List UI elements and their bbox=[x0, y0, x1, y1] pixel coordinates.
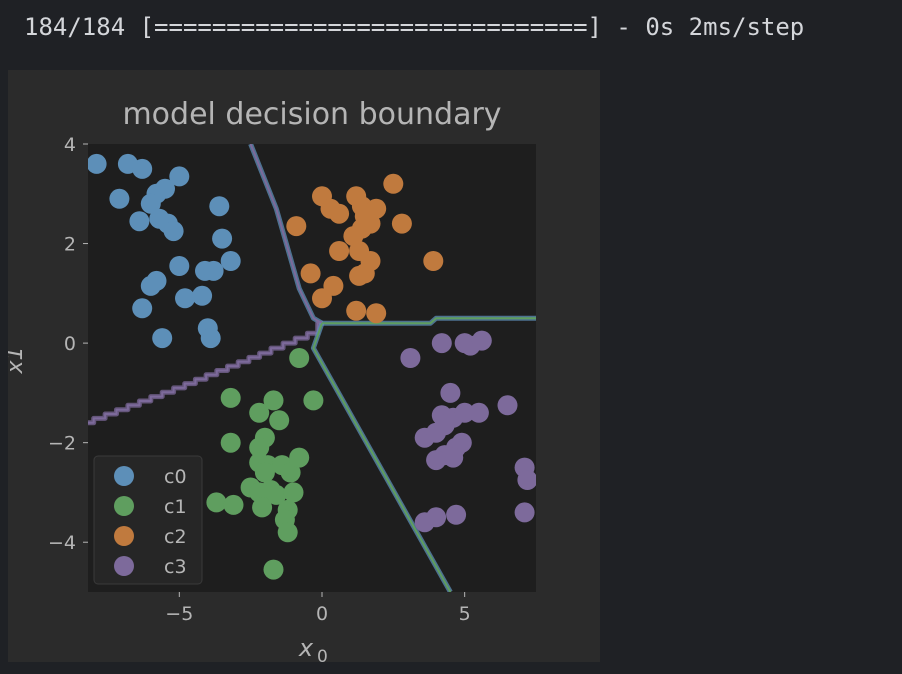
point-c0 bbox=[203, 260, 224, 281]
point-c0 bbox=[140, 275, 161, 296]
point-c3 bbox=[454, 402, 475, 423]
point-c1 bbox=[266, 484, 287, 505]
point-c3 bbox=[443, 447, 464, 468]
x-axis-label-subscript: 0 bbox=[317, 647, 328, 662]
y-tick-label: 0 bbox=[64, 333, 76, 355]
point-c1 bbox=[249, 482, 270, 503]
point-c0 bbox=[132, 158, 153, 179]
point-c0 bbox=[169, 166, 190, 187]
y-tick-label: 4 bbox=[64, 134, 76, 156]
point-c1 bbox=[280, 462, 301, 483]
point-c0 bbox=[175, 288, 195, 309]
point-c3 bbox=[414, 512, 435, 533]
boundary-c2-c3-core bbox=[322, 317, 536, 325]
console-progress-output: 184/184 [==============================]… bbox=[24, 13, 805, 41]
y-axis-label: x1 bbox=[8, 346, 28, 374]
boundary-c1-c3-core bbox=[312, 322, 452, 592]
y-tick-label: −2 bbox=[48, 433, 76, 455]
point-c1 bbox=[223, 494, 244, 515]
point-c2 bbox=[366, 303, 387, 324]
chart-title: model decision boundary bbox=[122, 97, 501, 132]
point-c0 bbox=[152, 328, 173, 349]
x-tick-label: −5 bbox=[165, 603, 193, 625]
point-c3 bbox=[434, 415, 455, 436]
point-c1 bbox=[263, 559, 284, 580]
legend-marker-c0 bbox=[114, 466, 134, 486]
figure-panel: −5 0 5 −4 −2 0 2 4 model decision boundary x 0 x1 c0… bbox=[8, 70, 600, 662]
point-c2 bbox=[383, 173, 404, 194]
point-c3 bbox=[400, 348, 421, 368]
point-c1 bbox=[289, 348, 310, 368]
point-c3 bbox=[426, 450, 447, 471]
x-axis-label: x bbox=[298, 634, 314, 662]
point-c0 bbox=[88, 153, 107, 174]
point-c1 bbox=[249, 402, 270, 423]
point-c1 bbox=[283, 482, 304, 503]
point-c3 bbox=[497, 395, 518, 416]
point-c0 bbox=[220, 251, 241, 271]
point-c1 bbox=[220, 387, 241, 408]
boundary-c0-c2-core bbox=[249, 144, 323, 325]
point-c3 bbox=[471, 330, 492, 351]
point-c1 bbox=[206, 492, 227, 513]
legend-box bbox=[93, 455, 203, 585]
point-c0 bbox=[200, 328, 221, 349]
point-c2 bbox=[329, 203, 350, 224]
point-c3 bbox=[468, 402, 489, 423]
point-c0 bbox=[109, 188, 130, 209]
point-c0 bbox=[140, 193, 161, 214]
point-c1 bbox=[254, 462, 275, 483]
point-c1 bbox=[277, 522, 298, 543]
point-c0 bbox=[163, 221, 184, 242]
boundary-c0-c1-core bbox=[88, 322, 322, 424]
plot-content bbox=[88, 144, 536, 592]
point-c2 bbox=[391, 213, 412, 234]
point-c2 bbox=[286, 216, 307, 237]
point-c2 bbox=[300, 263, 321, 284]
x-tick-label: 0 bbox=[316, 603, 328, 625]
point-c3 bbox=[517, 470, 536, 490]
y-tick-label: 2 bbox=[64, 234, 76, 256]
legend-label-c3: c3 bbox=[164, 556, 187, 578]
point-c1 bbox=[303, 390, 324, 411]
point-c0 bbox=[192, 285, 213, 306]
point-c3 bbox=[440, 382, 461, 403]
legend-marker-c2 bbox=[114, 526, 134, 546]
point-c0 bbox=[209, 196, 230, 217]
x-tick-label: 5 bbox=[459, 603, 471, 625]
point-c2 bbox=[329, 241, 350, 261]
point-c2 bbox=[349, 265, 370, 286]
point-c1 bbox=[263, 390, 284, 411]
legend-marker-c3 bbox=[114, 556, 134, 576]
point-c0 bbox=[132, 298, 153, 319]
point-c0 bbox=[129, 211, 150, 232]
y-tick-label: −4 bbox=[48, 532, 76, 554]
point-c0 bbox=[155, 178, 175, 199]
point-c1 bbox=[289, 447, 310, 468]
point-c3 bbox=[514, 502, 535, 523]
legend-label-c2: c2 bbox=[164, 526, 187, 548]
point-c1 bbox=[269, 410, 290, 431]
legend: c0 c1 c2 c3 bbox=[93, 455, 203, 585]
point-c3 bbox=[446, 504, 467, 525]
point-c2 bbox=[423, 251, 444, 271]
point-c2 bbox=[346, 300, 367, 321]
point-c0 bbox=[212, 228, 233, 249]
point-c0 bbox=[169, 256, 190, 276]
point-c1 bbox=[220, 432, 241, 453]
legend-label-c0: c0 bbox=[164, 466, 187, 488]
point-c3 bbox=[431, 333, 452, 354]
point-c2 bbox=[312, 288, 332, 309]
point-c1 bbox=[252, 497, 273, 518]
point-c1 bbox=[249, 437, 270, 458]
legend-marker-c1 bbox=[114, 496, 134, 516]
legend-label-c1: c1 bbox=[164, 496, 187, 518]
